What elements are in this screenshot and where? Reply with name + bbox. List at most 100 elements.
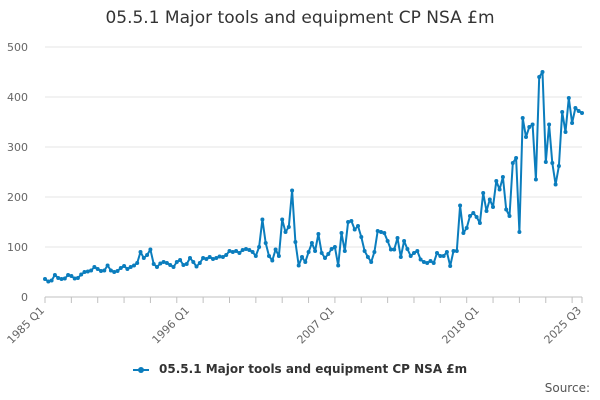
data-point [576,109,581,113]
data-point [408,254,413,258]
data-point [178,258,183,262]
data-point [224,253,229,257]
data-point [372,250,377,254]
chart-title: 05.5.1 Major tools and equipment CP NSA … [105,8,495,28]
data-point [500,175,505,179]
data-point [220,255,225,259]
data-point [451,249,456,253]
data-point [421,260,426,264]
data-point [398,255,403,259]
x-tick-label: 1985 Q1 [5,304,48,347]
y-tick-label: 0 [21,291,28,304]
data-point [257,245,262,249]
data-point [395,236,400,240]
data-point [250,250,255,254]
x-tick-label: 2007 Q1 [294,304,337,347]
data-point [201,256,206,260]
data-point [211,257,215,261]
data-point [290,188,295,193]
data-point [491,205,495,209]
data-point [560,110,565,114]
source-label: Source: [544,381,590,395]
data-point [346,220,351,224]
data-point [141,256,146,260]
data-point [527,125,532,129]
data-point [530,122,535,127]
data-point [550,161,555,165]
data-point [244,247,248,251]
data-point [43,277,47,281]
data-point [49,278,54,283]
data-point [306,250,311,254]
data-point [369,260,374,264]
data-point [514,156,519,160]
data-point [66,273,71,277]
data-point [52,273,57,277]
data-point [227,249,232,253]
data-point [309,241,314,245]
data-point [563,130,568,134]
data-point [240,248,245,252]
data-point [296,263,301,268]
y-tick-label: 400 [7,91,28,104]
data-point [270,258,275,263]
data-point [458,203,463,208]
data-point [263,241,268,245]
data-point [329,247,334,251]
data-point [517,230,522,234]
data-point [293,240,298,244]
data-point [336,263,341,268]
data-point [362,249,367,253]
data-point [168,263,173,267]
data-point [161,260,166,264]
data-point [82,270,87,274]
data-point [497,187,502,192]
data-point [379,230,383,234]
data-point [352,227,357,232]
data-point [164,261,169,265]
data-point [62,276,67,281]
data-point [194,264,199,269]
data-point [332,245,337,249]
data-point [487,197,492,202]
data-point [197,261,202,265]
data-point [69,274,74,278]
data-point [547,122,552,127]
data-point [481,191,486,195]
data-point [125,267,130,271]
data-point [108,268,113,273]
data-point [454,249,459,253]
data-point [230,250,235,254]
data-point [112,270,117,274]
data-point [323,256,327,260]
data-point [158,261,163,266]
data-point [537,75,542,79]
data-point [556,164,561,168]
data-point [132,263,136,268]
legend[interactable]: 05.5.1 Major tools and equipment CP NSA … [0,362,600,376]
data-point [392,247,397,252]
data-point [533,177,538,182]
data-point [75,276,80,280]
data-point [507,214,512,218]
data-point [300,255,304,259]
data-point [217,254,222,259]
data-point [316,232,321,236]
data-point [145,253,150,257]
data-point [105,263,110,268]
data-point [415,249,420,253]
data-point [207,255,212,259]
data-point [267,254,271,258]
data-point [204,257,209,261]
data-point [85,269,90,274]
data-point [303,260,308,264]
data-point [540,70,545,74]
data-point [349,219,354,223]
data-point [319,251,324,255]
data-point [99,269,103,273]
data-point [135,261,140,265]
data-point [524,135,528,139]
data-point [375,229,380,233]
